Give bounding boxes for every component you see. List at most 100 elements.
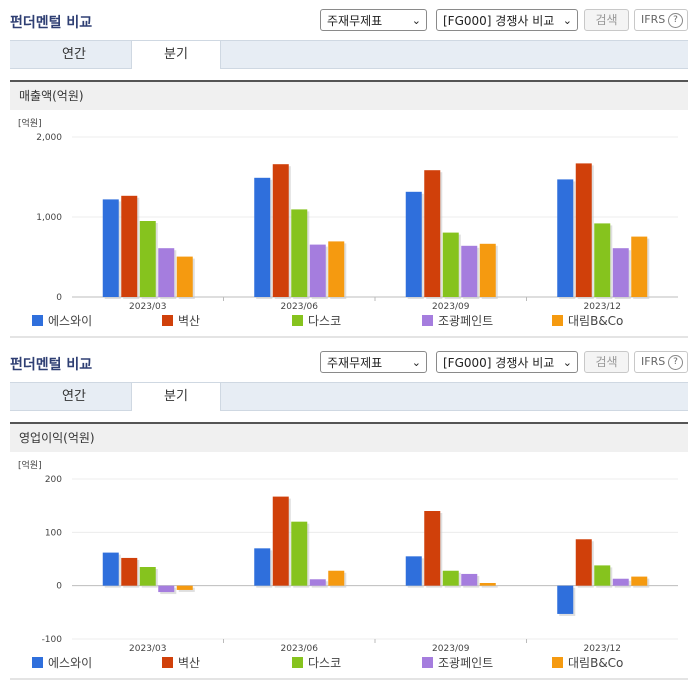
panel-header: 펀더멘털 비교 주재무제표 ⌄ [FG000] 경쟁사 비교 ⌄ 검색 IFRS… — [0, 0, 696, 31]
chevron-down-icon: ⌄ — [411, 14, 421, 27]
bar[interactable] — [479, 243, 496, 297]
x-tick-label: 2023/12 — [584, 644, 621, 652]
legend-label: 조광페인트 — [438, 656, 494, 670]
operating-profit-bar-chart: [억원] -100 0 100 200 2023/03 2023/06 2023/09 2023… — [18, 459, 678, 652]
legend-item[interactable]: 조광페인트 — [422, 655, 493, 671]
legend-item[interactable]: 벽산 — [162, 655, 200, 671]
bar[interactable] — [575, 539, 592, 586]
legend-item[interactable]: 벽산 — [162, 313, 200, 329]
search-button[interactable]: 검색 — [584, 351, 629, 373]
statement-select[interactable]: 주재무제표 ⌄ — [320, 351, 427, 373]
bar[interactable] — [328, 570, 345, 586]
legend-swatch — [422, 315, 433, 326]
tab-quarterly[interactable]: 분기 — [131, 40, 221, 69]
ifrs-label: IFRS — [641, 355, 666, 368]
bar[interactable] — [557, 179, 574, 297]
bar[interactable] — [442, 232, 459, 297]
bar[interactable] — [158, 585, 175, 593]
bar[interactable] — [102, 199, 119, 297]
chevron-down-icon: ⌄ — [562, 356, 572, 369]
peer-group-select[interactable]: [FG000] 경쟁사 비교 ⌄ — [436, 351, 578, 373]
bar[interactable] — [612, 248, 629, 297]
bar[interactable] — [121, 557, 138, 586]
statement-select[interactable]: 주재무제표 ⌄ — [320, 9, 427, 31]
bar[interactable] — [272, 164, 289, 297]
question-icon: ? — [668, 13, 683, 28]
legend-swatch — [32, 657, 43, 668]
bar[interactable] — [291, 521, 308, 586]
bar[interactable] — [272, 496, 289, 586]
bar[interactable] — [139, 221, 156, 297]
bar[interactable] — [631, 576, 648, 586]
bar[interactable] — [461, 245, 478, 297]
bar[interactable] — [424, 511, 441, 586]
ifrs-help-button[interactable]: IFRS ? — [634, 351, 688, 373]
bar[interactable] — [461, 573, 478, 586]
legend-item[interactable]: 대림B&Co — [552, 313, 623, 329]
panel-title: 펀더멘털 비교 — [10, 357, 93, 373]
x-tick-label: 2023/09 — [432, 644, 470, 652]
bar[interactable] — [405, 191, 422, 297]
panel-divider — [10, 678, 688, 680]
y-tick-label: 0 — [56, 582, 62, 592]
bar[interactable] — [102, 552, 119, 586]
bar[interactable] — [254, 548, 271, 586]
bar[interactable] — [631, 236, 648, 297]
y-tick-label: 2,000 — [36, 133, 62, 143]
bar[interactable] — [557, 585, 574, 614]
bar[interactable] — [176, 585, 193, 590]
tab-quarterly[interactable]: 분기 — [131, 382, 221, 411]
peer-group-select-value: [FG000] 경쟁사 비교 — [443, 14, 555, 28]
legend-item[interactable]: 조광페인트 — [422, 313, 493, 329]
bar[interactable] — [309, 579, 326, 586]
panel-header: 펀더멘털 비교 주재무제표 ⌄ [FG000] 경쟁사 비교 ⌄ 검색 IFRS… — [0, 342, 696, 373]
chart-legend: 에스와이 벽산 다스코 조광페인트 대림B&Co — [22, 655, 682, 671]
peer-group-select-value: [FG000] 경쟁사 비교 — [443, 356, 555, 370]
bar[interactable] — [575, 163, 592, 297]
x-tick-label: 2023/03 — [129, 644, 166, 652]
y-tick-label: 200 — [45, 475, 62, 485]
peer-group-select[interactable]: [FG000] 경쟁사 비교 ⌄ — [436, 9, 578, 31]
legend-item[interactable]: 다스코 — [292, 313, 341, 329]
chart-unit-label: [억원] — [18, 459, 42, 471]
bar[interactable] — [594, 223, 611, 297]
x-tick-label: 2023/03 — [129, 302, 166, 310]
bar[interactable] — [158, 248, 175, 297]
bar[interactable] — [254, 177, 271, 297]
legend-item[interactable]: 다스코 — [292, 655, 341, 671]
legend-label: 다스코 — [308, 656, 342, 670]
fundamental-panel-revenue: 펀더멘털 비교 주재무제표 ⌄ [FG000] 경쟁사 비교 ⌄ 검색 IFRS… — [0, 0, 696, 338]
legend-label: 에스와이 — [48, 656, 93, 670]
legend-item[interactable]: 에스와이 — [32, 655, 92, 671]
fundamental-panel-operating-profit: 펀더멘털 비교 주재무제표 ⌄ [FG000] 경쟁사 비교 ⌄ 검색 IFRS… — [0, 342, 696, 684]
y-tick-label: 0 — [56, 293, 62, 303]
legend-item[interactable]: 에스와이 — [32, 313, 92, 329]
search-button[interactable]: 검색 — [584, 9, 629, 31]
bar[interactable] — [479, 583, 496, 586]
tab-annual[interactable]: 연간 — [62, 47, 86, 62]
bar[interactable] — [612, 578, 629, 586]
legend-label: 조광페인트 — [438, 314, 494, 328]
x-tick-label: 2023/06 — [281, 644, 319, 652]
tab-annual[interactable]: 연간 — [62, 389, 86, 404]
bar[interactable] — [176, 256, 193, 297]
bar[interactable] — [121, 195, 138, 297]
legend-label: 대림B&Co — [568, 656, 624, 670]
bar[interactable] — [139, 567, 156, 586]
chevron-down-icon: ⌄ — [562, 14, 572, 27]
ifrs-help-button[interactable]: IFRS ? — [634, 9, 688, 31]
panel-title: 펀더멘털 비교 — [10, 15, 93, 31]
bar[interactable] — [405, 556, 422, 586]
legend-item[interactable]: 대림B&Co — [552, 655, 623, 671]
bar[interactable] — [442, 570, 459, 586]
bar[interactable] — [309, 244, 326, 297]
bar[interactable] — [424, 170, 441, 297]
bar[interactable] — [291, 209, 308, 297]
bar[interactable] — [328, 241, 345, 297]
legend-label: 대림B&Co — [568, 314, 624, 328]
x-tick-label: 2023/06 — [281, 302, 319, 310]
ifrs-label: IFRS — [641, 13, 666, 26]
chevron-down-icon: ⌄ — [411, 356, 421, 369]
chart-legend: 에스와이 벽산 다스코 조광페인트 대림B&Co — [22, 313, 682, 329]
bar[interactable] — [594, 565, 611, 586]
